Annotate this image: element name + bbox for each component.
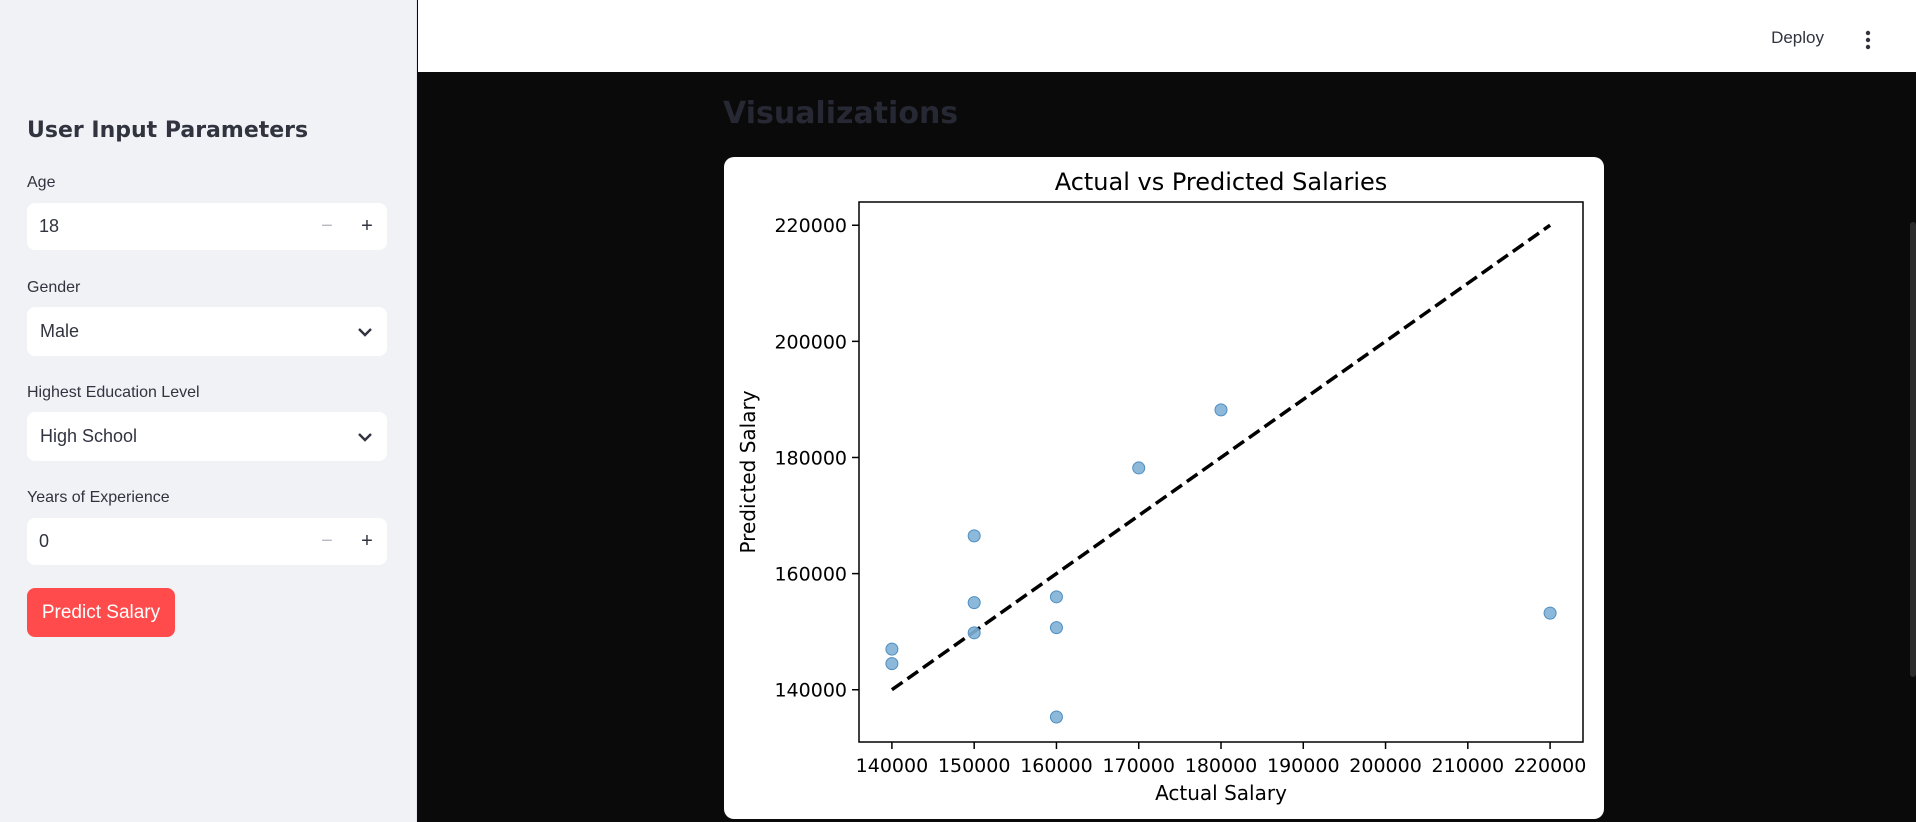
age-decrement-button[interactable]: − <box>321 215 333 237</box>
scatter-point <box>967 626 981 640</box>
x-tick-label: 160000 <box>1020 755 1093 777</box>
experience-decrement-button[interactable]: − <box>321 530 333 552</box>
x-tick-label: 170000 <box>1102 755 1175 777</box>
chart-title: Actual vs Predicted Salaries <box>1055 168 1388 196</box>
x-tick-label: 210000 <box>1432 755 1505 777</box>
y-tick-label: 140000 <box>774 680 847 702</box>
scatter-point <box>1132 461 1146 475</box>
experience-label: Years of Experience <box>27 489 170 506</box>
y-tick-label: 160000 <box>774 564 847 586</box>
age-value[interactable]: 18 <box>39 216 60 236</box>
gender-label: Gender <box>27 279 81 296</box>
scatter-point <box>885 657 899 671</box>
age-increment-button[interactable]: + <box>361 215 373 237</box>
y-tick-label: 200000 <box>774 331 847 353</box>
x-axis: 140000 150000 160000 170000 180000 190000 2000… <box>856 742 1587 777</box>
chevron-down-icon <box>343 432 387 442</box>
x-axis-label: Actual Salary <box>1155 781 1287 805</box>
education-select[interactable]: High School <box>27 412 387 461</box>
age-label: Age <box>27 174 56 191</box>
scatter-chart: Actual vs Predicted Salaries 140000 16000… <box>736 168 1587 805</box>
x-tick-label: 220000 <box>1514 755 1587 777</box>
education-selected-value: High School <box>40 426 138 446</box>
scrollbar[interactable] <box>1910 222 1916 677</box>
scatter-point <box>1214 403 1228 417</box>
experience-number-input[interactable]: 0 − + <box>27 518 387 565</box>
predict-salary-button[interactable]: Predict Salary <box>27 588 175 637</box>
vertical-dots-icon[interactable] <box>1858 28 1878 52</box>
gender-selected-value: Male <box>40 321 80 341</box>
education-label: Highest Education Level <box>27 384 200 401</box>
y-axis: 140000 160000 180000 200000 220000 <box>774 215 859 702</box>
y-tick-label: 180000 <box>774 447 847 469</box>
scatter-point <box>1049 710 1063 724</box>
y-axis-label: Predicted Salary <box>736 390 760 553</box>
chart-card: Actual vs Predicted Salaries 140000 16000… <box>724 157 1604 819</box>
experience-increment-button[interactable]: + <box>361 530 373 552</box>
section-title: Visualizations <box>723 96 959 131</box>
sidebar-title: User Input Parameters <box>27 118 309 143</box>
sidebar: User Input Parameters Age 18 − + Gender … <box>0 0 417 822</box>
experience-value[interactable]: 0 <box>39 531 50 551</box>
top-header: Deploy <box>418 0 1916 72</box>
y-tick-label: 220000 <box>774 215 847 237</box>
age-number-input[interactable]: 18 − + <box>27 203 387 250</box>
scatter-point <box>1049 590 1063 604</box>
x-tick-label: 140000 <box>856 755 929 777</box>
x-tick-label: 150000 <box>938 755 1011 777</box>
x-tick-label: 190000 <box>1267 755 1340 777</box>
reference-line <box>890 223 1552 692</box>
scatter-point <box>967 529 981 543</box>
data-points <box>885 403 1557 724</box>
gender-select[interactable]: Male <box>27 307 387 356</box>
x-tick-label: 180000 <box>1185 755 1258 777</box>
scatter-point <box>1543 606 1557 620</box>
chevron-down-icon <box>343 327 387 337</box>
x-tick-label: 200000 <box>1349 755 1422 777</box>
scatter-point <box>1049 621 1063 635</box>
plot-frame <box>858 201 1584 743</box>
scatter-point <box>885 642 899 656</box>
deploy-button[interactable]: Deploy <box>1771 28 1824 47</box>
scatter-point <box>967 596 981 610</box>
